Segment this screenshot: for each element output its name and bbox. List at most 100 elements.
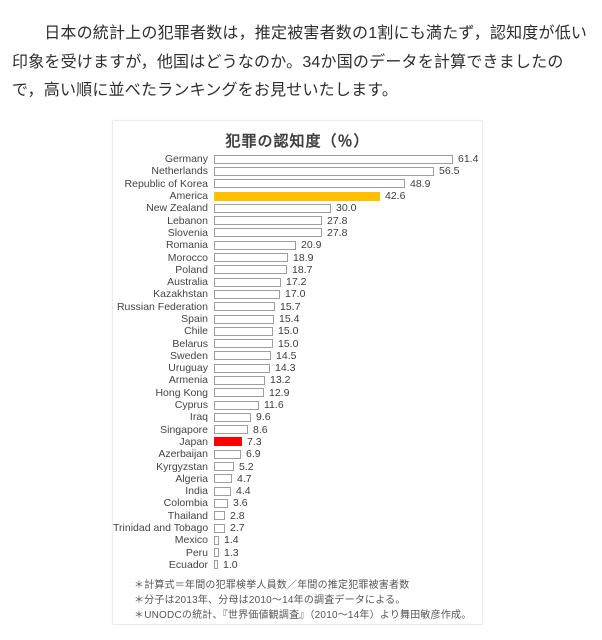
value-label: 15.7 xyxy=(280,300,301,313)
value-label: 1.0 xyxy=(223,558,238,571)
country-label: Azerbaijan xyxy=(158,448,208,461)
country-label: New Zealand xyxy=(146,202,208,215)
country-label: Sweden xyxy=(170,349,208,362)
intro-paragraph: 日本の統計上の犯罪者数は，推定被害者数の1割にも満たず，認知度が低い印象を受けま… xyxy=(12,25,588,99)
bar xyxy=(214,253,288,263)
chart-row: Mexico 1.4 xyxy=(113,534,482,546)
footnote-line: ＊計算式＝年間の犯罪検挙人員数／年間の推定犯罪被害者数 xyxy=(134,580,410,592)
bar xyxy=(214,351,271,361)
value-label: 30.0 xyxy=(336,202,357,215)
country-label: Spain xyxy=(181,313,208,325)
chart-row: Morocco 18.9 xyxy=(113,251,482,264)
chart-row: Ecuador 1.0 xyxy=(113,559,482,571)
value-label: 8.6 xyxy=(253,423,268,436)
country-label: Ecuador xyxy=(168,558,208,571)
chart-row: Belarus 15.0 xyxy=(113,337,482,350)
chart-row: Singapore 8.6 xyxy=(113,424,482,436)
value-label: 61.4 xyxy=(458,153,479,166)
bar xyxy=(214,462,234,472)
country-label: Trinidad and Tobago xyxy=(113,522,209,535)
country-label: Hong Kong xyxy=(155,386,208,399)
bar xyxy=(214,474,232,484)
country-label: Lebanon xyxy=(167,214,208,227)
chart-row: Trinidad and Tobago 2.7 xyxy=(113,522,482,534)
bar xyxy=(214,523,225,533)
value-label: 2.8 xyxy=(230,509,245,522)
country-label: Chile xyxy=(184,325,208,338)
country-label: Belarus xyxy=(172,337,208,350)
value-label: 4.4 xyxy=(236,485,251,498)
chart-row: Slovenia 27.8 xyxy=(113,227,482,239)
value-label: 27.8 xyxy=(327,226,348,239)
crime-awareness-chart: 犯罪の認知度（％） Germany 61.4 Netherlands 56.5 Repu… xyxy=(112,120,483,625)
country-label: Russian Federation xyxy=(116,300,208,313)
country-label: Mexico xyxy=(174,534,208,547)
value-label: 13.2 xyxy=(270,374,291,387)
country-label: Iraq xyxy=(189,411,208,424)
value-label: 15.0 xyxy=(278,325,299,338)
bar xyxy=(214,179,405,189)
value-label: 11.6 xyxy=(264,399,284,412)
chart-row: Sweden 14.5 xyxy=(113,350,482,362)
footnote-line: ＊UNODCの統計、『世界価値観調査』（2010～14年）より舞田敏彦作成。 xyxy=(134,610,472,622)
highlight-bar xyxy=(214,437,242,447)
value-label: 12.9 xyxy=(269,386,290,399)
bar xyxy=(214,154,453,164)
country-label: Cyprus xyxy=(174,399,208,412)
chart-row: Colombia 3.6 xyxy=(113,497,482,509)
chart-row: Australia 17.2 xyxy=(113,276,482,288)
country-label: Colombia xyxy=(163,497,208,510)
value-label: 18.9 xyxy=(293,251,314,264)
bar xyxy=(214,363,270,373)
chart-row: Uruguay 14.3 xyxy=(113,362,482,374)
country-label: Germany xyxy=(164,153,208,166)
bar xyxy=(214,216,322,226)
country-label: Algeria xyxy=(175,472,208,485)
country-label: Australia xyxy=(167,276,208,289)
value-label: 18.7 xyxy=(292,263,313,276)
bar xyxy=(214,498,228,508)
chart-row: Algeria 4.7 xyxy=(113,473,482,485)
value-label: 2.7 xyxy=(230,522,245,535)
country-label: Uruguay xyxy=(168,362,208,375)
bar xyxy=(214,511,225,521)
country-label: Kazakhstan xyxy=(153,288,208,301)
country-label: Japan xyxy=(179,435,208,448)
chart-row: New Zealand 30.0 xyxy=(113,202,482,214)
chart-row: Russian Federation 15.7 xyxy=(113,301,482,313)
country-label: Slovenia xyxy=(167,226,208,239)
value-label: 27.8 xyxy=(327,214,348,227)
bar xyxy=(214,228,322,238)
value-label: 48.9 xyxy=(410,177,431,190)
chart-row: Kyrgyzstan 5.2 xyxy=(113,460,482,473)
bar xyxy=(214,326,273,336)
chart-row: America 42.6 xyxy=(113,190,482,202)
bar xyxy=(214,375,265,385)
chart-row: Poland 18.7 xyxy=(113,264,482,276)
bar xyxy=(214,388,264,398)
value-label: 17.0 xyxy=(285,288,306,301)
chart-row: Netherlands 56.5 xyxy=(113,165,482,177)
country-label: Morocco xyxy=(167,251,208,264)
country-label: Netherlands xyxy=(151,165,208,178)
value-label: 5.2 xyxy=(239,460,254,473)
value-label: 9.6 xyxy=(256,411,271,424)
country-label: America xyxy=(169,190,208,203)
chart-row: Iraq 9.6 xyxy=(113,411,482,423)
value-label: 7.3 xyxy=(247,435,262,448)
chart-row: Japan 7.3 xyxy=(113,436,482,448)
chart-footnotes: ＊計算式＝年間の犯罪検挙人員数／年間の推定犯罪被害者数 ＊分子は2013年、分母… xyxy=(134,578,482,623)
chart-row: Cyprus 11.6 xyxy=(113,399,482,411)
value-label: 6.9 xyxy=(246,448,261,461)
chart-row: Lebanon 27.8 xyxy=(113,214,482,227)
country-label: Poland xyxy=(175,263,208,276)
value-label: 42.6 xyxy=(385,190,406,203)
chart-row: Romania 20.9 xyxy=(113,239,482,251)
bar xyxy=(214,314,274,324)
chart-row: Thailand 2.8 xyxy=(113,510,482,522)
bar xyxy=(214,535,219,545)
country-label: Romania xyxy=(165,239,208,252)
chart-row: Hong Kong 12.9 xyxy=(113,387,482,399)
value-label: 56.5 xyxy=(439,165,460,178)
